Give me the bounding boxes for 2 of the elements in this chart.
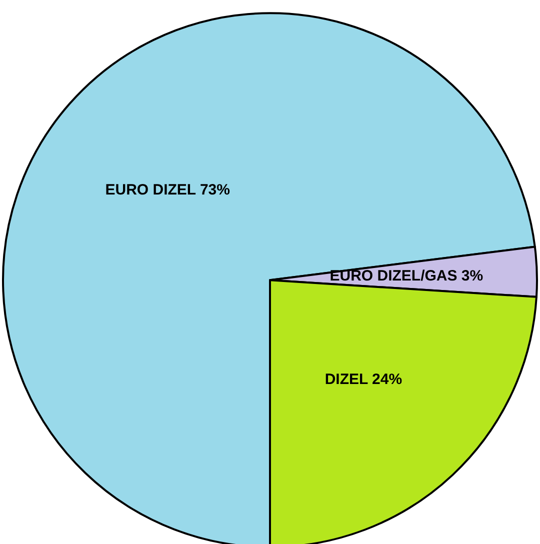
slice-label: DIZEL 24% <box>324 371 402 388</box>
slice-label: EURO DIZEL 73% <box>105 181 230 198</box>
